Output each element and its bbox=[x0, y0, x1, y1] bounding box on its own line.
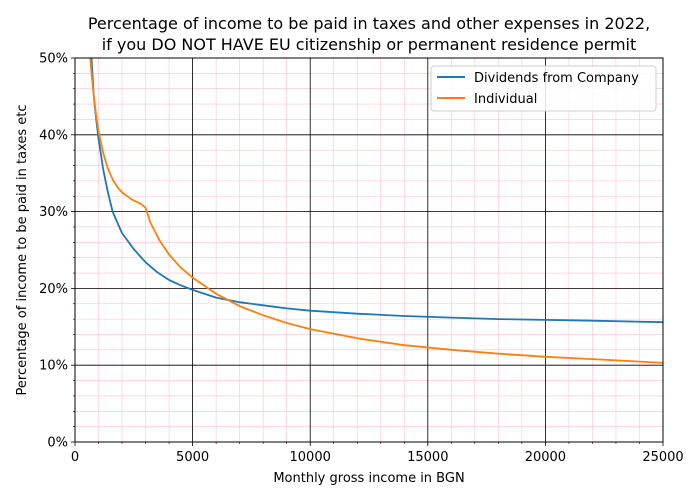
x-tick-label: 0 bbox=[71, 450, 79, 465]
x-tick-label: 10000 bbox=[290, 450, 331, 465]
x-tick-label: 20000 bbox=[525, 450, 566, 465]
series-line-dividends bbox=[90, 57, 664, 324]
minor-grid bbox=[75, 58, 663, 442]
series-line-individual bbox=[89, 57, 664, 364]
y-tick-label: 0% bbox=[47, 436, 68, 451]
x-tick-label: 5000 bbox=[176, 450, 209, 465]
legend-label-individual: Individual bbox=[474, 92, 537, 107]
x-axis-label: Monthly gross income in BGN bbox=[273, 471, 464, 486]
y-tick-label: 50% bbox=[39, 52, 68, 67]
major-grid bbox=[75, 58, 663, 442]
y-tick-label: 20% bbox=[39, 282, 68, 297]
y-axis: 0% 10% 20% 30% 40% 50% bbox=[39, 52, 75, 451]
x-tick-label: 15000 bbox=[407, 450, 448, 465]
y-axis-label: Percentage of income to be paid in taxes… bbox=[15, 105, 30, 396]
legend-box bbox=[430, 65, 657, 112]
x-axis: 0 5000 10000 15000 20000 25000 bbox=[71, 442, 684, 465]
series-layer bbox=[89, 57, 664, 364]
y-tick-label: 10% bbox=[39, 359, 68, 374]
chart-title-line-1: Percentage of income to be paid in taxes… bbox=[88, 14, 650, 33]
x-tick-label: 25000 bbox=[642, 450, 683, 465]
plot-area-frame bbox=[74, 57, 664, 443]
y-tick-label: 30% bbox=[39, 205, 68, 220]
chart-title-line-2: if you DO NOT HAVE EU citizenship or per… bbox=[102, 35, 637, 54]
y-tick-label: 40% bbox=[39, 128, 68, 143]
legend-label-dividends: Dividends from Company bbox=[474, 71, 639, 86]
legend: Dividends from Company Individual bbox=[430, 65, 657, 112]
